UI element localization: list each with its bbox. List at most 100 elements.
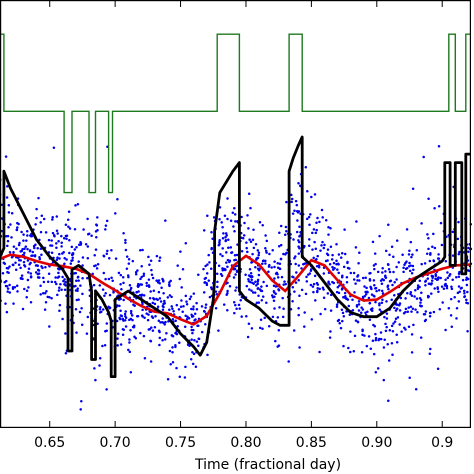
scatter-point — [345, 275, 349, 279]
scatter-point — [383, 315, 386, 319]
scatter-point — [226, 309, 229, 312]
scatter-point — [462, 289, 466, 293]
scatter-point — [408, 261, 411, 265]
scatter-point — [390, 245, 394, 249]
scatter-point — [229, 219, 233, 223]
scatter-point — [291, 300, 294, 303]
scatter-point — [180, 286, 183, 289]
scatter-point — [80, 307, 83, 310]
scatter-point — [77, 298, 80, 301]
scatter-point — [116, 304, 119, 307]
scatter-point — [374, 286, 378, 290]
scatter-point — [331, 268, 335, 271]
scatter-point — [320, 208, 324, 212]
scatter-point — [20, 276, 23, 280]
scatter-point — [456, 291, 460, 295]
scatter-point — [150, 268, 153, 272]
scatter-point — [298, 247, 301, 250]
scatter-point — [122, 232, 125, 235]
scatter-point — [65, 258, 68, 261]
scatter-point — [467, 246, 470, 250]
scatter-point — [60, 241, 63, 244]
scatter-point — [265, 301, 268, 305]
scatter-point — [124, 315, 127, 318]
scatter-point — [148, 328, 151, 331]
scatter-point — [164, 320, 167, 324]
scatter-point — [261, 262, 264, 266]
scatter-point — [204, 306, 207, 309]
scatter-point — [440, 243, 444, 247]
scatter-point — [120, 314, 124, 318]
scatter-point — [303, 311, 306, 314]
scatter-point — [71, 256, 74, 260]
scatter-point — [81, 292, 84, 296]
scatter-point — [387, 287, 390, 291]
scatter-point — [56, 232, 59, 235]
scatter-point — [233, 258, 236, 262]
scatter-point — [373, 324, 377, 328]
scatter-point — [44, 300, 48, 304]
scatter-point — [423, 312, 427, 316]
scatter-point — [326, 259, 329, 262]
scatter-point — [128, 283, 132, 287]
scatter-point — [178, 375, 182, 379]
scatter-point — [7, 271, 10, 275]
scatter-point — [77, 260, 80, 263]
scatter-point — [226, 281, 229, 285]
scatter-point — [249, 240, 253, 244]
scatter-point — [357, 300, 361, 303]
scatter-point — [463, 292, 466, 295]
scatter-point — [121, 333, 125, 337]
scatter-point — [357, 262, 360, 265]
scatter-point — [354, 282, 357, 285]
scatter-point — [347, 304, 351, 308]
scatter-point — [331, 265, 334, 269]
scatter-point — [342, 295, 345, 299]
scatter-point — [56, 276, 60, 279]
scatter-point — [340, 308, 344, 311]
scatter-point — [357, 309, 361, 312]
scatter-point — [227, 246, 230, 249]
scatter-point — [361, 276, 365, 280]
scatter-point — [12, 302, 15, 305]
scatter-point — [166, 377, 170, 381]
scatter-point — [264, 249, 268, 253]
scatter-point — [238, 307, 241, 310]
scatter-point — [345, 280, 349, 284]
scatter-point — [123, 319, 127, 322]
scatter-point — [8, 283, 11, 287]
scatter-point — [103, 294, 106, 297]
scatter-point — [94, 230, 98, 233]
scatter-point — [282, 283, 285, 286]
scatter-point — [414, 289, 417, 292]
scatter-point — [81, 256, 85, 259]
scatter-point — [19, 250, 22, 253]
scatter-point — [175, 332, 179, 336]
scatter-point — [233, 253, 237, 257]
scatter-point — [221, 247, 224, 250]
scatter-point — [395, 265, 398, 269]
scatter-point — [404, 261, 407, 265]
scatter-point — [370, 309, 374, 312]
scatter-point — [206, 214, 209, 217]
scatter-point — [34, 223, 37, 226]
scatter-point — [169, 362, 172, 366]
scatter-point — [140, 275, 143, 279]
scatter-point — [57, 240, 60, 243]
scatter-point — [22, 239, 25, 242]
scatter-point — [58, 309, 61, 312]
scatter-point — [374, 300, 377, 304]
scatter-point — [120, 287, 123, 291]
scatter-point — [141, 248, 144, 252]
scatter-point — [65, 234, 69, 238]
scatter-point — [194, 318, 197, 321]
scatter-point — [170, 334, 174, 337]
scatter-point — [108, 256, 111, 260]
scatter-point — [268, 252, 271, 256]
scatter-point — [195, 308, 199, 311]
scatter-point — [354, 246, 358, 249]
scatter-point — [9, 223, 12, 226]
scatter-point — [427, 197, 430, 201]
scatter-point — [96, 216, 99, 219]
scatter-point — [105, 219, 109, 223]
